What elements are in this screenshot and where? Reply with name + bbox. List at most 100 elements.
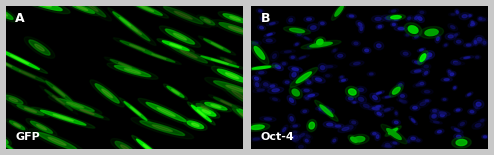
Ellipse shape [260,116,276,122]
Text: GFP: GFP [15,132,40,142]
Ellipse shape [24,37,55,58]
Ellipse shape [365,49,369,52]
Ellipse shape [0,137,5,145]
Ellipse shape [0,133,11,146]
Ellipse shape [259,72,264,74]
Ellipse shape [196,103,213,113]
Ellipse shape [173,33,187,40]
Ellipse shape [211,66,253,85]
Ellipse shape [341,80,345,81]
Ellipse shape [319,107,326,109]
Ellipse shape [253,138,260,140]
Ellipse shape [310,42,332,47]
Ellipse shape [263,38,276,44]
Ellipse shape [467,14,473,18]
Ellipse shape [435,110,450,116]
Ellipse shape [104,57,146,74]
Ellipse shape [280,61,288,66]
Ellipse shape [353,102,356,103]
Ellipse shape [120,98,152,124]
Ellipse shape [351,101,358,104]
Ellipse shape [443,99,446,100]
Ellipse shape [316,78,322,81]
Ellipse shape [304,17,314,22]
Ellipse shape [275,65,281,69]
Ellipse shape [204,39,230,52]
Ellipse shape [300,109,309,114]
Ellipse shape [303,138,310,144]
Ellipse shape [283,63,286,65]
Ellipse shape [304,96,311,101]
Ellipse shape [394,26,408,31]
Ellipse shape [420,82,424,85]
Ellipse shape [406,15,412,21]
Ellipse shape [382,95,393,99]
Ellipse shape [416,100,429,108]
Ellipse shape [201,106,208,110]
Ellipse shape [272,63,284,71]
Ellipse shape [465,92,473,97]
Ellipse shape [344,123,356,131]
Ellipse shape [407,140,410,142]
Ellipse shape [163,42,215,67]
Ellipse shape [110,60,140,71]
Ellipse shape [296,72,312,83]
Ellipse shape [120,17,131,26]
Ellipse shape [19,70,35,78]
Ellipse shape [304,37,309,40]
Ellipse shape [386,14,406,20]
Ellipse shape [412,34,420,39]
Ellipse shape [359,24,364,33]
Ellipse shape [321,66,325,70]
Ellipse shape [424,51,435,59]
Ellipse shape [409,136,418,141]
Ellipse shape [335,53,346,59]
Ellipse shape [476,102,481,106]
Ellipse shape [350,61,364,66]
Ellipse shape [398,93,407,99]
Ellipse shape [192,105,211,122]
Ellipse shape [14,0,70,14]
Ellipse shape [270,51,279,61]
Ellipse shape [333,49,336,52]
Ellipse shape [441,78,453,82]
Ellipse shape [423,57,429,60]
Ellipse shape [348,89,356,95]
Ellipse shape [37,124,46,130]
Ellipse shape [458,121,467,127]
Ellipse shape [359,97,364,101]
Ellipse shape [476,56,479,58]
Ellipse shape [427,53,432,57]
Ellipse shape [351,137,357,142]
Ellipse shape [413,106,417,109]
Ellipse shape [9,66,45,82]
Ellipse shape [374,42,384,50]
Ellipse shape [395,112,397,115]
Ellipse shape [408,17,411,20]
Ellipse shape [292,89,299,96]
Ellipse shape [423,70,429,76]
Ellipse shape [473,100,484,109]
Ellipse shape [193,105,220,118]
Ellipse shape [414,138,422,143]
Ellipse shape [228,105,262,127]
Ellipse shape [425,100,429,102]
Ellipse shape [394,121,398,124]
Ellipse shape [26,119,57,136]
Ellipse shape [478,17,488,22]
Ellipse shape [431,114,437,118]
Ellipse shape [306,45,312,49]
Ellipse shape [211,59,228,64]
Ellipse shape [456,135,461,138]
Ellipse shape [389,84,403,97]
Ellipse shape [387,129,399,133]
Ellipse shape [411,137,415,140]
Ellipse shape [403,52,408,55]
Ellipse shape [448,71,456,77]
Ellipse shape [482,135,489,139]
Ellipse shape [164,84,187,100]
Ellipse shape [268,87,284,93]
Ellipse shape [231,105,271,131]
Ellipse shape [285,81,289,83]
Ellipse shape [280,50,295,54]
